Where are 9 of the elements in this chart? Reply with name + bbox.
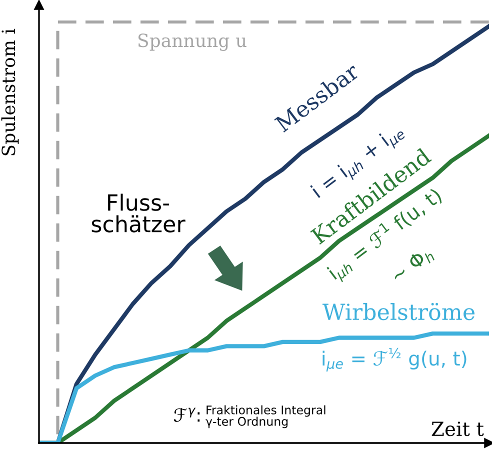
- y-axis-title: Spulenstrom i: [1, 28, 19, 156]
- annotation: ℱ$^{γ}$:: [174, 408, 200, 422]
- series-label: Wirbelströme: [322, 302, 475, 320]
- x-axis-title: Zeit t: [432, 422, 484, 436]
- annotation: Fraktionales Integral γ-ter Ordnung: [206, 405, 326, 428]
- series-label: Spannung u: [138, 34, 246, 51]
- annotation: i$_{μe}$ = ℱ$^{½}$ g(u, t): [322, 348, 466, 372]
- annotation: Fluss- schätzer: [92, 194, 186, 232]
- annotation: ~ Φ$_{h}$: [390, 245, 436, 286]
